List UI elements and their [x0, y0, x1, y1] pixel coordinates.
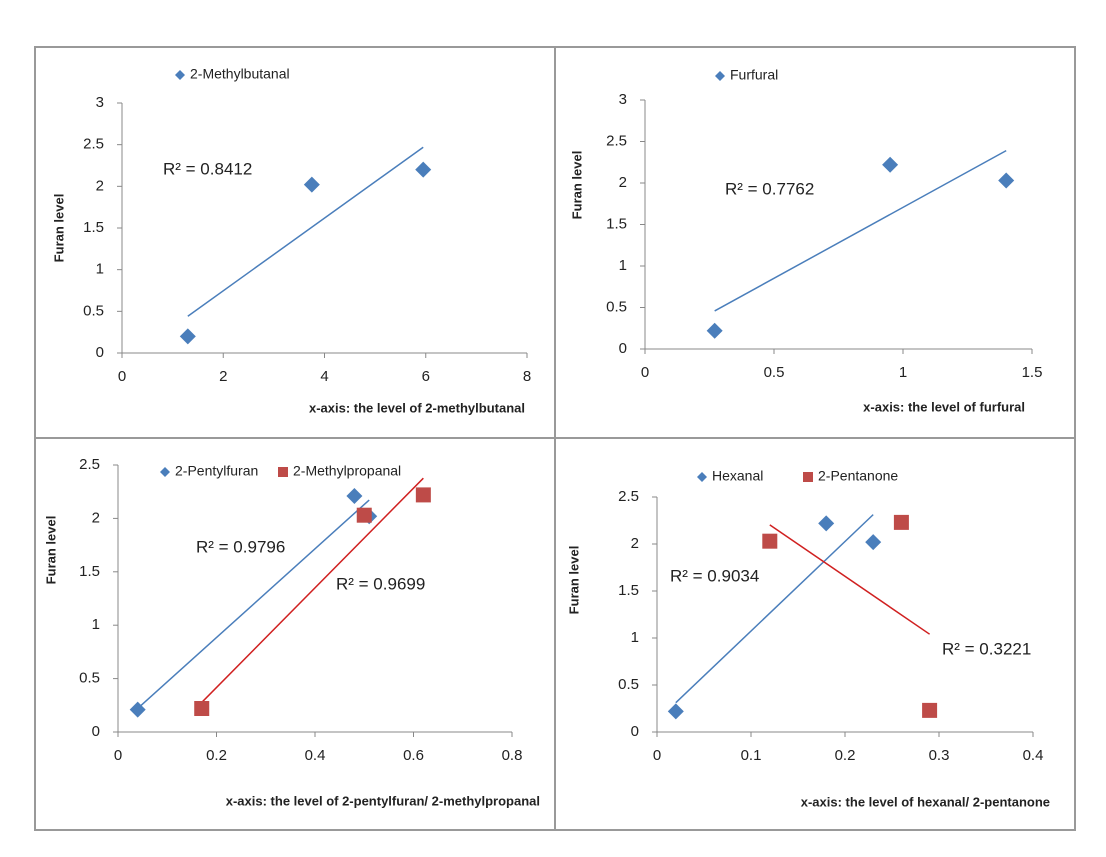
x-tick-label: 1: [899, 364, 907, 381]
x-tick-label: 6: [422, 368, 430, 385]
marker: [303, 176, 320, 193]
y-tick-label: 0.5: [79, 670, 100, 687]
marker: [346, 487, 363, 504]
trendline: [769, 524, 931, 635]
y-tick-label: 1: [92, 616, 100, 633]
trendline: [201, 477, 424, 703]
x-tick-label: 0.8: [502, 747, 523, 764]
r-squared: R² = 0.9796: [196, 537, 285, 556]
y-tick-label: 0.5: [83, 302, 104, 319]
y-tick-label: 1.5: [618, 582, 639, 599]
x-axis-title: x-axis: the level of furfural: [863, 399, 1025, 414]
x-tick-label: 1.5: [1022, 364, 1043, 381]
y-tick-label: 1: [96, 261, 104, 278]
y-tick-label: 0.5: [618, 676, 639, 693]
marker: [415, 161, 432, 178]
x-tick-label: 0: [653, 747, 661, 764]
x-tick-label: 0.2: [835, 747, 856, 764]
marker: [865, 534, 882, 551]
r-squared: R² = 0.9034: [670, 566, 759, 585]
r-squared: R² = 0.8412: [163, 159, 252, 178]
legend-label: Hexanal: [712, 468, 763, 484]
x-axis-title: x-axis: the level of 2-methylbutanal: [309, 400, 525, 415]
y-tick-label: 1: [619, 257, 627, 274]
x-tick-label: 0.3: [929, 747, 950, 764]
r-squared: R² = 0.9699: [336, 574, 425, 593]
x-tick-label: 0.4: [305, 747, 326, 764]
marker: [706, 322, 723, 339]
trendline: [714, 149, 1007, 312]
y-tick-label: 1.5: [606, 215, 627, 232]
marker: [762, 533, 778, 549]
y-tick-label: 1: [631, 629, 639, 646]
y-tick-label: 2: [631, 535, 639, 552]
y-tick-label: 2: [96, 177, 104, 194]
marker: [667, 703, 684, 720]
y-tick-label: 2.5: [618, 488, 639, 505]
r-squared: R² = 0.3221: [942, 639, 1031, 658]
y-tick-label: 0: [619, 340, 627, 357]
r-squared: R² = 0.7762: [725, 179, 814, 198]
x-tick-label: 8: [523, 368, 531, 385]
y-tick-label: 3: [619, 91, 627, 108]
legend-label: 2-Pentylfuran: [175, 463, 258, 479]
legend-label: 2-Methylbutanal: [190, 66, 290, 82]
legend-label: Furfural: [730, 67, 778, 83]
x-tick-label: 0: [641, 364, 649, 381]
legend-label: 2-Methylpropanal: [293, 463, 401, 479]
x-tick-label: 2: [219, 368, 227, 385]
legend-marker: [697, 472, 707, 482]
marker: [415, 487, 431, 503]
marker: [179, 328, 196, 345]
marker: [998, 172, 1015, 189]
y-axis-title: Furan level: [566, 546, 581, 615]
y-axis-title: Furan level: [569, 151, 584, 220]
x-tick-label: 0.1: [741, 747, 762, 764]
y-tick-label: 2: [92, 509, 100, 526]
y-tick-label: 1.5: [79, 563, 100, 580]
legend-marker: [803, 472, 813, 482]
y-axis-title: Furan level: [51, 194, 66, 263]
y-tick-label: 3: [96, 94, 104, 111]
x-tick-label: 4: [320, 368, 328, 385]
marker: [882, 156, 899, 173]
y-tick-label: 2.5: [606, 132, 627, 149]
marker: [818, 515, 835, 532]
marker: [129, 701, 146, 718]
y-tick-label: 2: [619, 174, 627, 191]
legend-marker: [278, 467, 288, 477]
x-tick-label: 0.6: [403, 747, 424, 764]
legend-label: 2-Pentanone: [818, 468, 898, 484]
y-tick-label: 2.5: [83, 136, 104, 153]
x-axis-title: x-axis: the level of hexanal/ 2-pentanon…: [801, 794, 1050, 809]
legend-marker: [160, 467, 170, 477]
x-tick-label: 0.2: [206, 747, 227, 764]
legend-marker: [715, 71, 725, 81]
x-axis-title: x-axis: the level of 2-pentylfuran/ 2-me…: [226, 793, 540, 808]
trendline: [137, 499, 370, 710]
legend-marker: [175, 70, 185, 80]
marker: [922, 702, 938, 718]
x-tick-label: 0.5: [764, 364, 785, 381]
trendline: [675, 514, 874, 704]
marker: [356, 507, 372, 523]
y-tick-label: 0: [92, 723, 100, 740]
y-tick-label: 2.5: [79, 456, 100, 473]
marker: [194, 701, 210, 717]
trendline: [187, 146, 424, 317]
x-tick-label: 0: [118, 368, 126, 385]
y-axis-title: Furan level: [43, 516, 58, 585]
x-tick-label: 0: [114, 747, 122, 764]
y-tick-label: 0: [96, 344, 104, 361]
marker: [893, 514, 909, 530]
y-tick-label: 1.5: [83, 219, 104, 236]
y-tick-label: 0: [631, 723, 639, 740]
y-tick-label: 0.5: [606, 298, 627, 315]
x-tick-label: 0.4: [1023, 747, 1044, 764]
